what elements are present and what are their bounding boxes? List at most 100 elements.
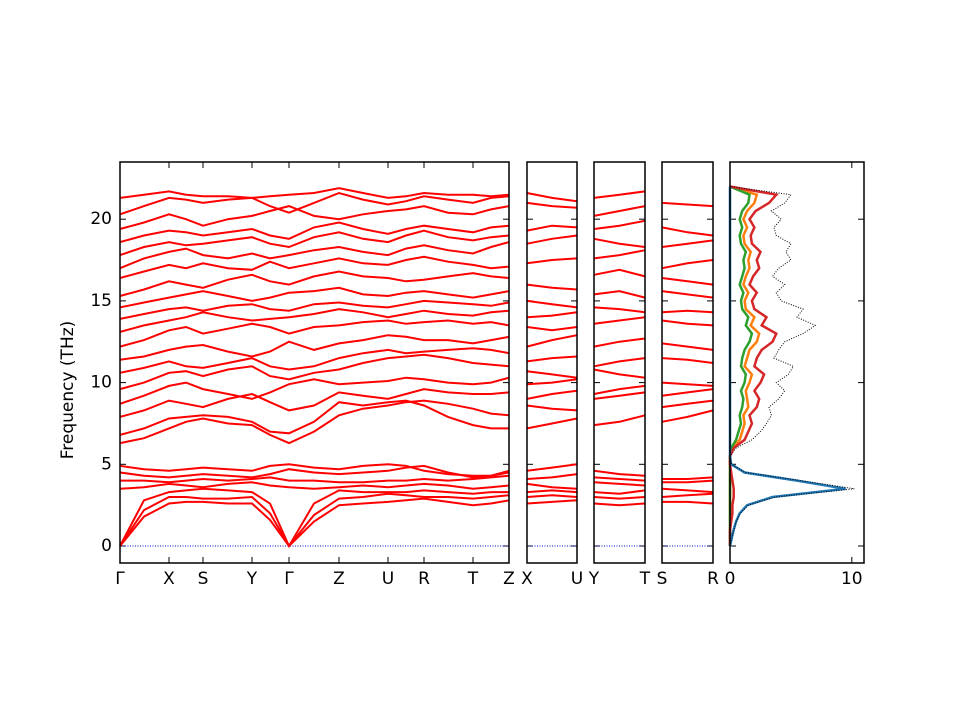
band <box>526 404 578 412</box>
band <box>593 502 646 507</box>
band <box>119 205 510 230</box>
band <box>526 234 578 245</box>
band <box>526 494 578 498</box>
x-tick-label: Y <box>246 569 258 589</box>
band <box>119 308 510 333</box>
band <box>593 476 646 482</box>
band <box>593 337 646 348</box>
band <box>119 191 510 216</box>
band <box>661 290 714 299</box>
band <box>593 496 646 500</box>
band <box>661 309 714 314</box>
x-tick-label: Y <box>588 569 600 589</box>
x-tick-label: 10 <box>841 569 863 589</box>
y-tick-label: 5 <box>101 454 112 474</box>
band <box>662 479 714 484</box>
plot-frame <box>119 161 510 564</box>
band <box>119 229 510 257</box>
band <box>119 221 510 244</box>
band <box>119 299 510 320</box>
band <box>526 482 578 490</box>
x-tick-label: Z <box>333 569 345 589</box>
band <box>119 399 510 445</box>
band <box>661 201 714 208</box>
band <box>661 492 714 498</box>
band <box>526 370 578 379</box>
band <box>526 201 578 209</box>
band <box>661 487 714 494</box>
dos-curve <box>729 186 855 547</box>
band <box>526 311 578 319</box>
x-tick-label: R <box>418 569 430 589</box>
band <box>593 368 646 379</box>
band <box>119 319 510 348</box>
band <box>593 249 646 260</box>
band <box>119 376 510 405</box>
band <box>661 399 714 409</box>
band <box>662 500 714 505</box>
band <box>526 257 578 265</box>
plot-frame <box>593 161 646 564</box>
band <box>661 388 714 397</box>
plot-frame <box>526 161 578 564</box>
band <box>593 489 646 495</box>
band <box>593 268 646 278</box>
dos-curve <box>728 185 779 546</box>
band <box>526 499 578 505</box>
band <box>119 270 510 297</box>
band <box>526 355 578 363</box>
y-tick-label: 20 <box>90 209 112 229</box>
x-tick-label: Γ <box>115 569 125 589</box>
band <box>119 187 510 199</box>
x-tick-label: X <box>163 569 175 589</box>
band <box>119 347 510 374</box>
band <box>593 384 646 395</box>
x-tick-label: S <box>198 569 209 589</box>
band <box>593 190 646 199</box>
x-tick-label: R <box>707 569 719 589</box>
band <box>526 326 578 332</box>
band <box>593 469 646 477</box>
band <box>526 489 578 494</box>
band <box>119 286 510 309</box>
band <box>661 319 714 327</box>
band <box>661 259 714 270</box>
band <box>119 241 510 270</box>
band <box>661 342 714 351</box>
band <box>526 192 578 203</box>
band <box>120 474 510 484</box>
band <box>661 357 714 364</box>
band <box>661 409 714 423</box>
dos-curve <box>728 186 846 547</box>
band <box>526 334 578 348</box>
band <box>662 476 714 480</box>
x-tick-label: U <box>571 569 583 589</box>
band <box>119 497 510 548</box>
band <box>593 290 646 299</box>
band <box>526 378 578 386</box>
y-tick-label: 0 <box>101 536 112 556</box>
band <box>593 357 646 368</box>
x-tick-label: Z <box>503 569 515 589</box>
band <box>661 239 714 248</box>
band <box>593 481 646 487</box>
band <box>661 226 714 237</box>
band <box>593 414 646 427</box>
band <box>119 481 510 490</box>
band <box>119 487 509 549</box>
band <box>119 492 510 548</box>
band <box>526 463 578 472</box>
y-tick-label: 10 <box>90 373 112 393</box>
plot-frame <box>661 161 714 564</box>
band <box>593 205 646 217</box>
band <box>661 277 714 286</box>
band <box>526 417 578 430</box>
band <box>119 464 510 479</box>
x-tick-label: U <box>382 569 394 589</box>
band <box>593 219 646 230</box>
plot-frame <box>729 161 865 564</box>
band <box>593 316 646 325</box>
band <box>119 353 510 391</box>
band <box>593 391 646 400</box>
